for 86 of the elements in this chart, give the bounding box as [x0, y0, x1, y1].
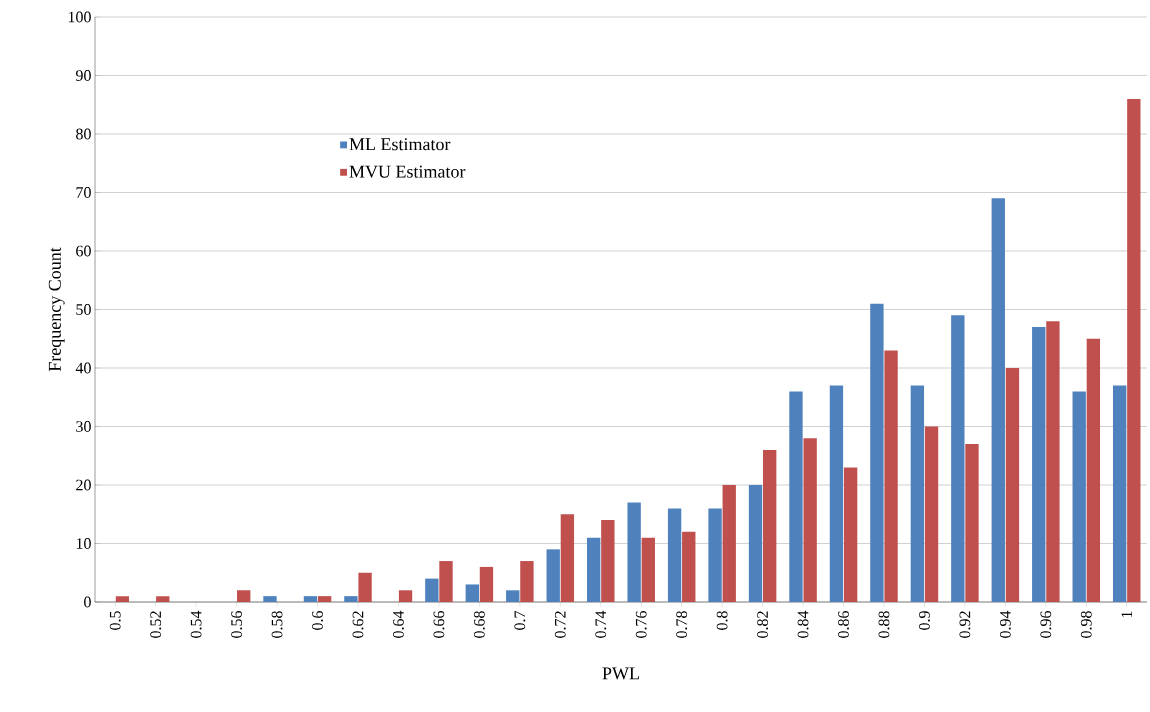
y-tick-label: 100 [68, 11, 91, 23]
bar [587, 537, 601, 602]
x-tick-label: 1 [1121, 611, 1133, 618]
y-tick-label: 30 [76, 421, 91, 432]
bar [303, 596, 318, 602]
y-tick-label: 60 [76, 245, 91, 257]
x-tick-label: 0.5 [109, 611, 121, 630]
bar [344, 596, 358, 602]
y-tick-label: 10 [76, 538, 91, 549]
bar [965, 444, 979, 602]
bar [439, 561, 453, 602]
bar [682, 531, 696, 602]
bar [884, 350, 898, 602]
bar [789, 391, 803, 602]
bar [156, 596, 170, 602]
bar [358, 572, 372, 602]
y-tick-label: 40 [75, 362, 91, 374]
bar [1112, 385, 1127, 602]
bar [870, 303, 884, 602]
x-tick-label: 0.86 [838, 611, 849, 638]
x-axis-title: PWL [602, 667, 639, 680]
bar [115, 596, 129, 602]
bar [748, 485, 763, 602]
y-tick-label: 90 [75, 70, 91, 81]
bar [627, 502, 641, 602]
bar [1032, 327, 1046, 602]
x-tick-label: 0.72 [554, 611, 566, 638]
x-tick-label: 0.56 [231, 611, 243, 638]
bar [479, 566, 494, 602]
y-tick-label: 50 [76, 304, 91, 315]
x-tick-label: 0.6 [312, 611, 323, 630]
bar [506, 590, 520, 602]
y-tick-label: 20 [76, 479, 91, 491]
bar [560, 514, 575, 602]
bar [829, 385, 844, 602]
x-tick-label: 0.88 [878, 611, 890, 638]
bar [803, 438, 817, 602]
x-tick-label: 0.76 [635, 611, 647, 638]
x-tick-label: 0.58 [271, 611, 283, 638]
bar [1127, 98, 1141, 602]
x-tick-label: 0.7 [514, 610, 526, 630]
x-tick-label: 0.66 [433, 611, 445, 638]
bar [924, 426, 939, 602]
bar [708, 508, 722, 602]
bar [546, 549, 560, 602]
bar [520, 561, 534, 602]
bar [843, 467, 858, 602]
bar [1005, 368, 1020, 602]
bar [641, 537, 655, 602]
x-tick-label: 0.68 [473, 611, 485, 638]
legend-label: ML Estimator [349, 138, 451, 151]
y-axis-title: Frequency Count [48, 247, 65, 372]
bar [991, 198, 1005, 602]
y-tick-label: 70 [76, 187, 91, 198]
x-tick-label: 0.8 [716, 611, 728, 630]
bar [317, 596, 332, 602]
x-tick-label: 0.78 [676, 611, 688, 638]
bar [465, 584, 479, 602]
x-tick-label: 0.54 [190, 610, 202, 638]
bar [763, 449, 777, 602]
legend-label: MVU Estimator [349, 165, 466, 178]
x-tick-label: 0.52 [150, 611, 162, 638]
x-tick-label: 0.62 [352, 611, 364, 638]
bar [951, 315, 965, 602]
x-tick-label: 0.82 [757, 611, 769, 638]
x-tick-label: 0.64 [393, 610, 404, 638]
bar [263, 596, 277, 602]
x-tick-label: 0.9 [919, 611, 930, 630]
y-tick-label: 0 [84, 596, 91, 608]
bar [237, 590, 251, 602]
x-tick-label: 0.84 [797, 610, 809, 638]
bar [722, 485, 736, 602]
x-tick-label: 0.74 [595, 610, 607, 638]
bar [601, 520, 615, 602]
bar [425, 578, 439, 602]
y-tick-label: 80 [76, 128, 91, 140]
bar [398, 590, 413, 602]
x-tick-label: 0.96 [1040, 611, 1052, 638]
bar [1086, 338, 1101, 602]
bar [1046, 321, 1060, 602]
x-tick-label: 0.92 [959, 611, 971, 638]
x-tick-label: 0.98 [1080, 611, 1092, 638]
bar [1072, 391, 1086, 602]
bar [667, 508, 682, 602]
x-tick-label: 0.94 [999, 610, 1011, 638]
bar [910, 385, 925, 602]
